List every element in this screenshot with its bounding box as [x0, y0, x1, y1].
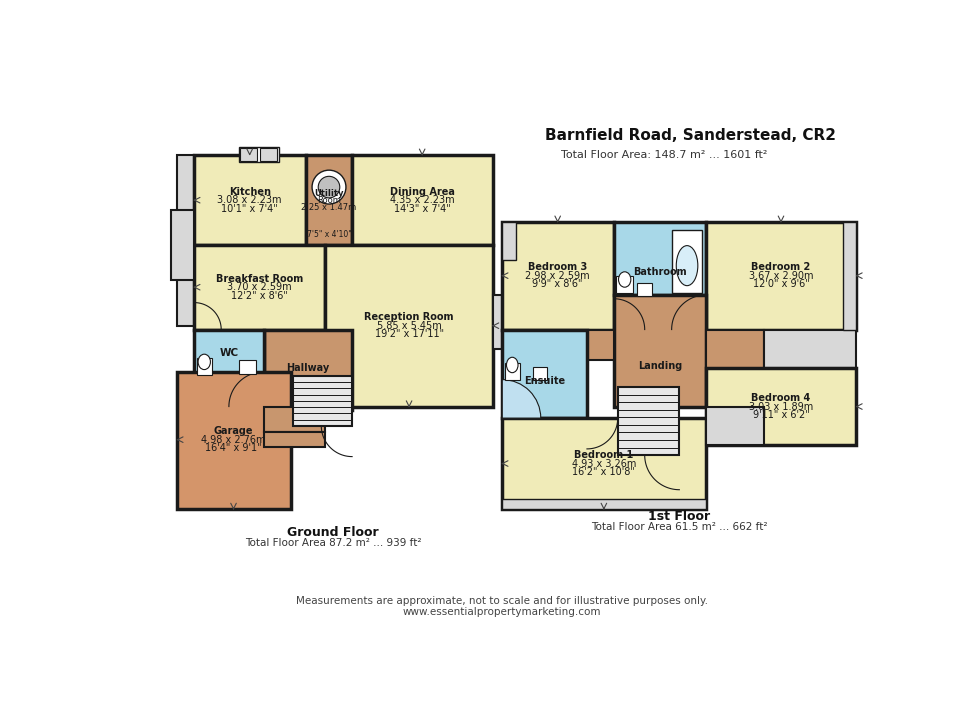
Circle shape — [318, 176, 340, 198]
Text: Bathroom: Bathroom — [633, 267, 687, 277]
Bar — [505, 362, 520, 380]
Bar — [617, 387, 679, 455]
Text: 5.85 x 5.45m: 5.85 x 5.45m — [376, 320, 441, 331]
Text: Garage: Garage — [214, 426, 253, 436]
Text: Breakfast Room: Breakfast Room — [216, 274, 304, 284]
Bar — [613, 222, 707, 295]
Bar — [177, 372, 290, 509]
Bar — [197, 358, 212, 375]
Bar — [503, 330, 587, 418]
Text: www.essentialpropertymarketing.com: www.essentialpropertymarketing.com — [403, 607, 602, 617]
Text: Total Floor Area 61.5 m² ... 662 ft²: Total Floor Area 61.5 m² ... 662 ft² — [591, 523, 767, 532]
Text: 9'9" x 8'6": 9'9" x 8'6" — [532, 279, 583, 289]
Bar — [503, 418, 707, 509]
Bar — [616, 276, 633, 294]
Bar — [239, 360, 256, 374]
Bar — [306, 154, 352, 245]
Bar — [707, 222, 857, 330]
Text: Hallway: Hallway — [286, 363, 329, 373]
Bar — [707, 407, 764, 445]
Text: 16'2" x 10'8": 16'2" x 10'8" — [572, 467, 635, 477]
Bar — [194, 154, 306, 245]
Text: Kitchen: Kitchen — [228, 187, 270, 196]
Bar — [177, 154, 194, 326]
Ellipse shape — [676, 246, 698, 286]
Text: Total Floor Area: 148.7 m² ... 1601 ft²: Total Floor Area: 148.7 m² ... 1601 ft² — [561, 150, 767, 160]
Text: 16'4" x 9'1": 16'4" x 9'1" — [205, 443, 262, 453]
Bar — [707, 330, 764, 407]
Bar — [239, 147, 279, 162]
Text: 12'0" x 9'6": 12'0" x 9'6" — [753, 279, 809, 289]
Text: Barnfield Road, Sanderstead, CR2: Barnfield Road, Sanderstead, CR2 — [546, 128, 836, 143]
Text: Ensuite: Ensuite — [524, 376, 565, 386]
Text: 9'11" x 6'2": 9'11" x 6'2" — [753, 410, 809, 420]
Text: 2.25 x 1.47m: 2.25 x 1.47m — [302, 203, 357, 212]
Text: 7'5" x 4'10": 7'5" x 4'10" — [307, 230, 352, 239]
Bar — [293, 376, 352, 426]
Bar — [843, 222, 857, 330]
Text: 4.98 x 2.76m: 4.98 x 2.76m — [201, 435, 266, 444]
Text: Room: Room — [318, 196, 341, 204]
Text: Bedroom 2: Bedroom 2 — [752, 262, 810, 273]
Bar — [671, 231, 703, 294]
Text: Total Floor Area 87.2 m² ... 939 ft²: Total Floor Area 87.2 m² ... 939 ft² — [245, 538, 421, 548]
Text: Measurements are approximate, not to scale and for illustrative purposes only.: Measurements are approximate, not to sca… — [296, 597, 709, 606]
Wedge shape — [503, 380, 541, 418]
Text: Ground Floor: Ground Floor — [287, 526, 378, 539]
Ellipse shape — [507, 357, 518, 373]
Bar — [493, 295, 509, 349]
Bar — [264, 330, 352, 410]
Text: 14'3" x 7'4": 14'3" x 7'4" — [394, 204, 451, 214]
Text: WC: WC — [220, 348, 238, 357]
Text: 2.98 x 2.59m: 2.98 x 2.59m — [525, 270, 590, 281]
Text: 3.67 x 2.90m: 3.67 x 2.90m — [749, 270, 813, 281]
Circle shape — [312, 170, 346, 204]
Bar — [637, 283, 653, 297]
Text: 4.35 x 2.23m: 4.35 x 2.23m — [390, 195, 455, 205]
Bar — [533, 368, 547, 380]
Bar — [503, 222, 613, 330]
Bar — [264, 432, 325, 447]
Bar — [260, 148, 276, 161]
Bar — [352, 154, 493, 245]
Text: 3.08 x 2.23m: 3.08 x 2.23m — [218, 195, 282, 205]
Bar — [240, 148, 258, 161]
Text: 19'2" x 17'11": 19'2" x 17'11" — [374, 329, 444, 339]
Bar — [707, 368, 857, 445]
Text: Bedroom 3: Bedroom 3 — [528, 262, 587, 273]
Text: 4.93 x 3.26m: 4.93 x 3.26m — [571, 458, 636, 468]
Text: Dining Area: Dining Area — [390, 187, 455, 196]
Bar — [503, 330, 613, 360]
Text: 3.03 x 1.89m: 3.03 x 1.89m — [749, 402, 813, 412]
Text: Bedroom 4: Bedroom 4 — [752, 393, 810, 403]
Bar — [194, 245, 325, 330]
Text: Bedroom 1: Bedroom 1 — [574, 450, 633, 460]
Bar — [503, 222, 516, 260]
Bar — [764, 330, 857, 368]
Text: Reception Room: Reception Room — [365, 312, 454, 323]
Bar — [325, 245, 493, 407]
Bar — [503, 499, 707, 509]
Bar — [194, 330, 264, 376]
Text: 1st Floor: 1st Floor — [649, 510, 710, 523]
Text: Utility: Utility — [315, 188, 344, 197]
Bar — [172, 210, 194, 280]
Bar — [264, 407, 325, 432]
Text: 10'1" x 7'4": 10'1" x 7'4" — [221, 204, 278, 214]
Ellipse shape — [618, 272, 631, 287]
Text: 12'2" x 8'6": 12'2" x 8'6" — [231, 291, 288, 301]
Bar — [613, 295, 707, 407]
Text: 3.70 x 2.59m: 3.70 x 2.59m — [227, 282, 292, 292]
Text: Landing: Landing — [638, 361, 682, 370]
Ellipse shape — [198, 355, 211, 370]
